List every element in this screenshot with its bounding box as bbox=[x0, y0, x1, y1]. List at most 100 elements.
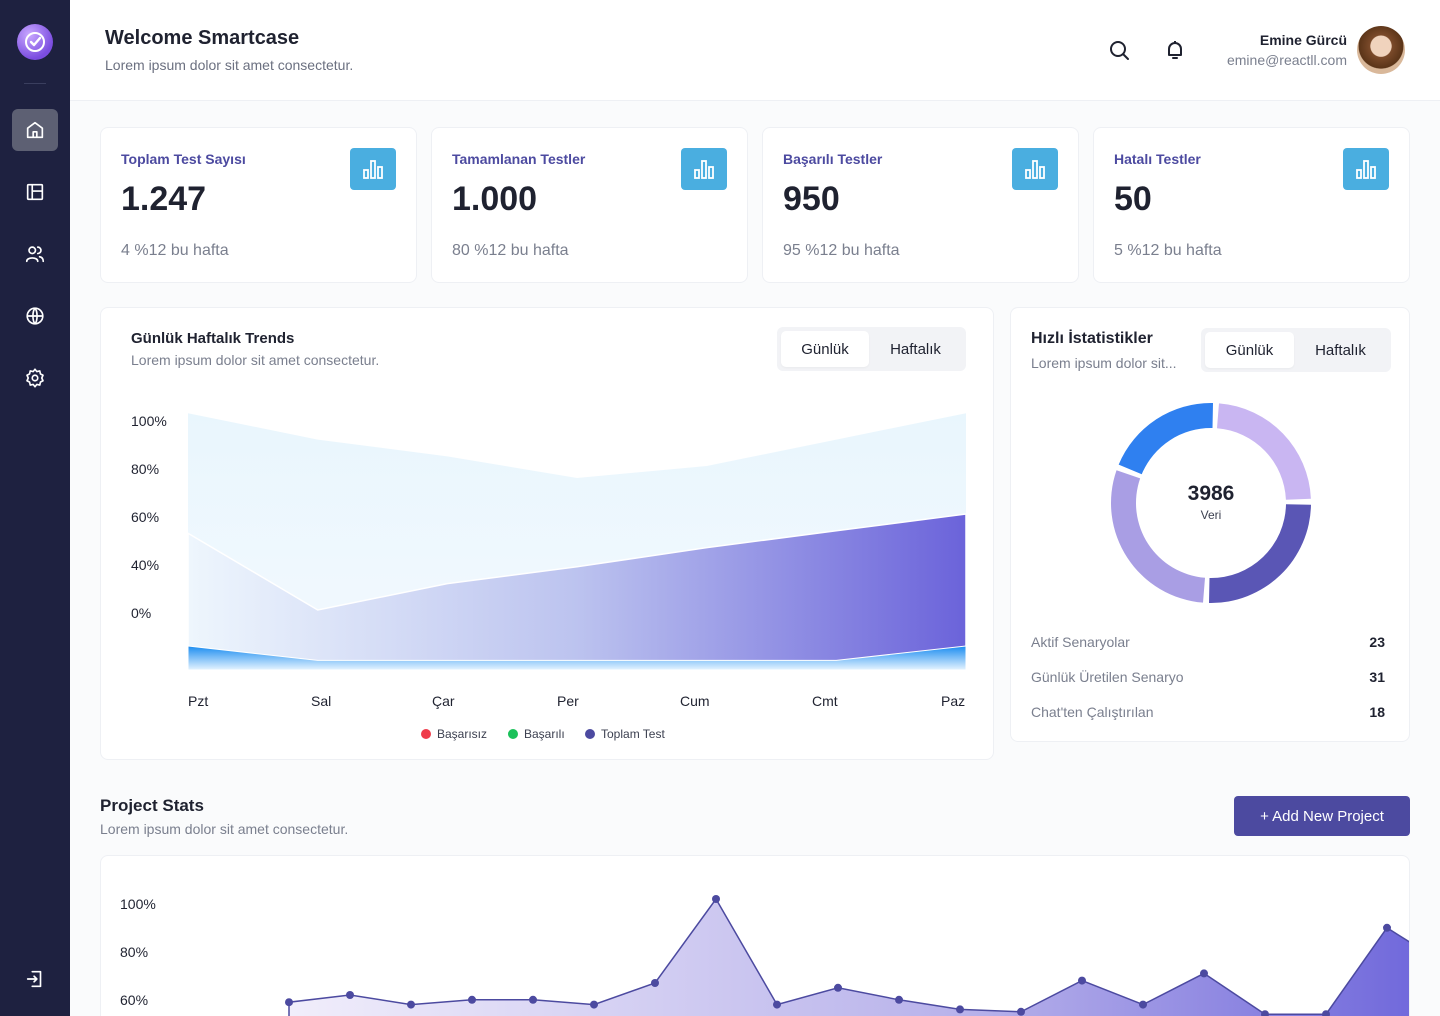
project-area bbox=[288, 897, 1409, 1016]
stat-footnote: 80 %12 bu hafta bbox=[452, 242, 569, 259]
page-title: Welcome Smartcase bbox=[105, 27, 300, 49]
y-tick-label: 100% bbox=[131, 413, 167, 429]
data-point[interactable] bbox=[895, 995, 903, 1004]
quick-stats-title: Hızlı İstatistikler bbox=[1031, 330, 1153, 347]
quick-stats-panel: Hızlı İstatistikler Lorem ipsum dolor si… bbox=[1010, 307, 1410, 742]
quick-stat-label: Günlük Üretilen Senaryo bbox=[1031, 669, 1184, 685]
tab-haftalik[interactable]: Haftalık bbox=[890, 340, 941, 358]
data-point[interactable] bbox=[651, 979, 659, 987]
area-basarili bbox=[188, 513, 966, 671]
add-project-button[interactable]: + Add New Project bbox=[1234, 796, 1410, 836]
data-point[interactable] bbox=[1017, 1007, 1025, 1016]
app-logo[interactable] bbox=[17, 24, 53, 60]
legend-basarisiz: Başarısız bbox=[421, 727, 487, 741]
sidebar-item-users[interactable] bbox=[12, 233, 58, 275]
layout-icon bbox=[26, 183, 44, 201]
data-point[interactable] bbox=[1261, 1010, 1269, 1016]
data-point[interactable] bbox=[1139, 1000, 1147, 1009]
trends-subtitle: Lorem ipsum dolor sit amet consectetur. bbox=[131, 352, 380, 368]
x-tick-label: Pzt bbox=[188, 693, 209, 709]
data-point[interactable] bbox=[346, 991, 354, 999]
trends-title: Günlük Haftalık Trends bbox=[131, 330, 295, 347]
quick-stat-value: 31 bbox=[1369, 669, 1385, 685]
y-tick-label: 80% bbox=[120, 944, 149, 960]
search-icon[interactable] bbox=[1107, 38, 1131, 62]
trends-area-chart bbox=[188, 413, 966, 671]
sidebar-item-logout[interactable] bbox=[12, 958, 58, 1000]
stat-label: Toplam Test Sayısı bbox=[121, 151, 246, 167]
sidebar-item-layout[interactable] bbox=[12, 171, 58, 213]
data-point[interactable] bbox=[468, 995, 476, 1004]
check-icon bbox=[25, 32, 45, 52]
tab-haftalik[interactable]: Haftalık bbox=[1315, 341, 1366, 359]
quick-stats-subtitle: Lorem ipsum dolor sit... bbox=[1031, 355, 1177, 371]
data-point[interactable] bbox=[712, 895, 720, 903]
project-stats-subtitle: Lorem ipsum dolor sit amet consectetur. bbox=[100, 821, 349, 837]
bar-chart-icon bbox=[350, 148, 396, 190]
data-point[interactable] bbox=[956, 1005, 964, 1014]
tab-gunluk[interactable]: Günlük bbox=[781, 331, 869, 367]
x-tick-label: Çar bbox=[432, 693, 455, 709]
donut-chart bbox=[1110, 403, 1311, 604]
avatar[interactable] bbox=[1357, 26, 1405, 74]
stat-footnote: 95 %12 bu hafta bbox=[783, 242, 900, 259]
x-tick-label: Per bbox=[557, 693, 579, 709]
donut-center-value: 3986 bbox=[1187, 482, 1235, 505]
legend-label: Toplam Test bbox=[601, 727, 665, 741]
data-point[interactable] bbox=[1200, 969, 1208, 978]
data-point[interactable] bbox=[529, 995, 537, 1004]
legend-dot bbox=[585, 729, 595, 739]
legend-dot bbox=[421, 729, 431, 739]
home-icon bbox=[26, 121, 44, 139]
bar-chart-icon bbox=[1012, 148, 1058, 190]
stat-footnote: 5 %12 bu hafta bbox=[1114, 242, 1222, 259]
data-point[interactable] bbox=[285, 998, 293, 1007]
donut-slice bbox=[1216, 403, 1311, 500]
sidebar-divider bbox=[24, 83, 46, 84]
sidebar-item-home[interactable] bbox=[12, 109, 58, 151]
data-point[interactable] bbox=[773, 1000, 781, 1009]
legend-basarili: Başarılı bbox=[508, 727, 565, 741]
page-subtitle: Lorem ipsum dolor sit amet consectetur. bbox=[105, 57, 354, 73]
gear-icon bbox=[26, 368, 44, 388]
stat-card-completed: Tamamlanan Testler 1.000 80 %12 bu hafta bbox=[431, 127, 748, 283]
trends-panel: Günlük Haftalık Trends Lorem ipsum dolor… bbox=[100, 307, 994, 760]
y-tick-label: 40% bbox=[131, 557, 160, 573]
user-email: emine@reactll.com bbox=[1226, 52, 1347, 68]
quick-stat-value: 23 bbox=[1369, 634, 1385, 650]
bar-chart-icon bbox=[1343, 148, 1389, 190]
stat-value: 950 bbox=[783, 180, 840, 218]
data-point[interactable] bbox=[1383, 923, 1391, 932]
sidebar-item-globe[interactable] bbox=[12, 295, 58, 337]
stat-card-successful: Başarılı Testler 950 95 %12 bu hafta bbox=[762, 127, 1079, 283]
list-item: Günlük Üretilen Senaryo 31 bbox=[1031, 669, 1385, 685]
top-header: Welcome Smartcase Lorem ipsum dolor sit … bbox=[70, 0, 1440, 101]
stat-label: Tamamlanan Testler bbox=[452, 151, 586, 167]
legend-toplam: Toplam Test bbox=[585, 727, 665, 741]
list-item: Aktif Senaryolar 23 bbox=[1031, 634, 1385, 650]
legend-dot bbox=[508, 729, 518, 739]
area-basarisiz bbox=[188, 645, 966, 671]
data-point[interactable] bbox=[1322, 1010, 1330, 1016]
sidebar-item-settings[interactable] bbox=[12, 357, 58, 399]
tab-gunluk[interactable]: Günlük bbox=[1205, 332, 1294, 368]
data-point[interactable] bbox=[407, 1000, 415, 1009]
bell-icon[interactable] bbox=[1163, 38, 1187, 62]
user-name: Emine Gürcü bbox=[1259, 32, 1347, 48]
y-tick-label: 0% bbox=[131, 605, 152, 621]
donut-center-label: Veri bbox=[1200, 508, 1222, 522]
stat-value: 50 bbox=[1114, 180, 1152, 218]
trends-period-toggle: Günlük Haftalık bbox=[777, 327, 966, 371]
data-point[interactable] bbox=[590, 1000, 598, 1009]
y-tick-label: 60% bbox=[131, 509, 160, 525]
legend-label: Başarısız bbox=[437, 727, 488, 741]
donut-slice bbox=[1118, 403, 1213, 475]
stat-label: Başarılı Testler bbox=[783, 151, 883, 167]
donut-slice bbox=[1110, 470, 1206, 603]
data-point[interactable] bbox=[834, 983, 842, 992]
stat-footnote: 4 %12 bu hafta bbox=[121, 242, 229, 259]
donut-slice bbox=[1209, 504, 1311, 604]
data-point[interactable] bbox=[1078, 976, 1086, 985]
x-tick-label: Sal bbox=[311, 693, 332, 709]
quick-stat-label: Aktif Senaryolar bbox=[1031, 634, 1130, 650]
